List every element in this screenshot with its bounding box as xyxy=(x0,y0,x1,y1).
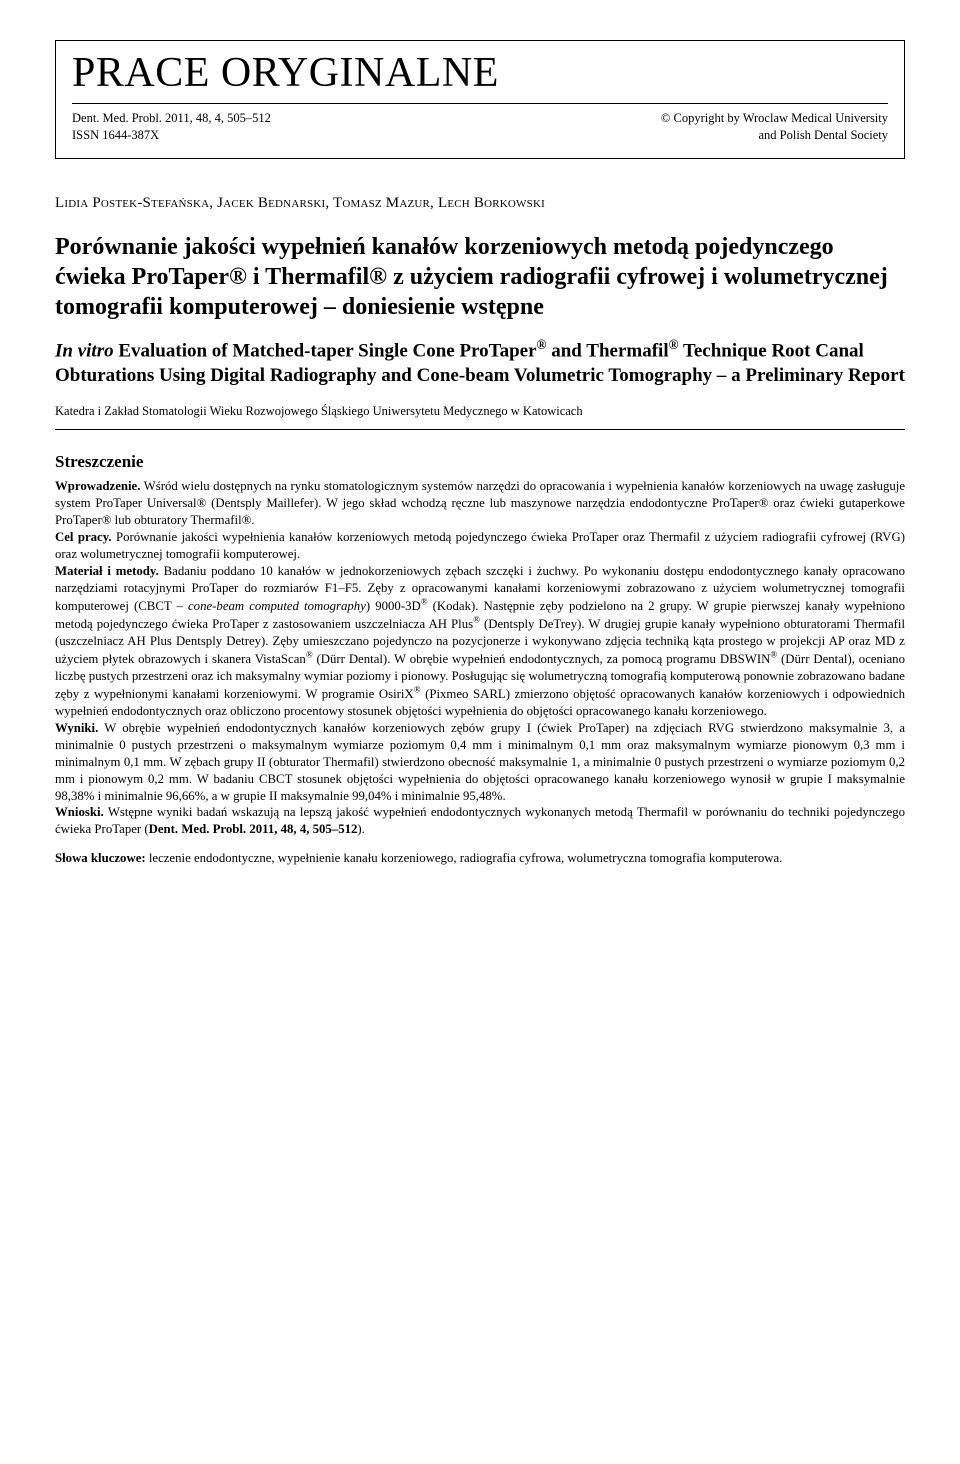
mm-label: Materiał i metody. xyxy=(55,564,159,578)
journal-ref-line1: Dent. Med. Probl. 2011, 48, 4, 505–512 xyxy=(72,110,271,127)
header-subrow: Dent. Med. Probl. 2011, 48, 4, 505–512 I… xyxy=(72,103,888,144)
abstract-heading: Streszczenie xyxy=(55,452,905,472)
copyright: © Copyright by Wroclaw Medical Universit… xyxy=(661,110,888,144)
authors: Lidia Postek-Stefańska, Jacek Bednarski,… xyxy=(55,195,905,212)
keywords-label: Słowa kluczowe: xyxy=(55,851,146,865)
con-label: Wnioski. xyxy=(55,805,104,819)
mm-text: Badaniu poddano 10 kanałów w jednokorzen… xyxy=(55,564,905,718)
title-english: In vitro Evaluation of Matched-taper Sin… xyxy=(55,336,905,389)
title-polish: Porównanie jakości wypełnień kanałów kor… xyxy=(55,232,905,322)
res-label: Wyniki. xyxy=(55,721,98,735)
affiliation: Katedra i Zakład Stomatologii Wieku Rozw… xyxy=(55,404,905,419)
keywords: Słowa kluczowe: leczenie endodontyczne, … xyxy=(55,850,905,867)
con-text: Wstępne wyniki badań wskazują na lepszą … xyxy=(55,805,905,836)
copyright-line2: and Polish Dental Society xyxy=(661,127,888,144)
aim-text: Porównanie jakości wypełnienia kanałów k… xyxy=(55,530,905,561)
divider-rule xyxy=(55,429,905,430)
journal-ref-line2: ISSN 1644-387X xyxy=(72,127,271,144)
keywords-text: leczenie endodontyczne, wypełnienie kana… xyxy=(146,851,783,865)
copyright-line1: © Copyright by Wroclaw Medical Universit… xyxy=(661,110,888,127)
intro-text: Wśród wielu dostępnych na rynku stomatol… xyxy=(55,479,905,527)
abstract-body: Wprowadzenie. Wśród wielu dostępnych na … xyxy=(55,478,905,838)
res-text: W obrębie wypełnień endodontycznych kana… xyxy=(55,721,905,803)
section-title: PRACE ORYGINALNE xyxy=(72,49,888,97)
journal-ref: Dent. Med. Probl. 2011, 48, 4, 505–512 I… xyxy=(72,110,271,144)
aim-label: Cel pracy. xyxy=(55,530,112,544)
header-frame: PRACE ORYGINALNE Dent. Med. Probl. 2011,… xyxy=(55,40,905,159)
intro-label: Wprowadzenie. xyxy=(55,479,140,493)
